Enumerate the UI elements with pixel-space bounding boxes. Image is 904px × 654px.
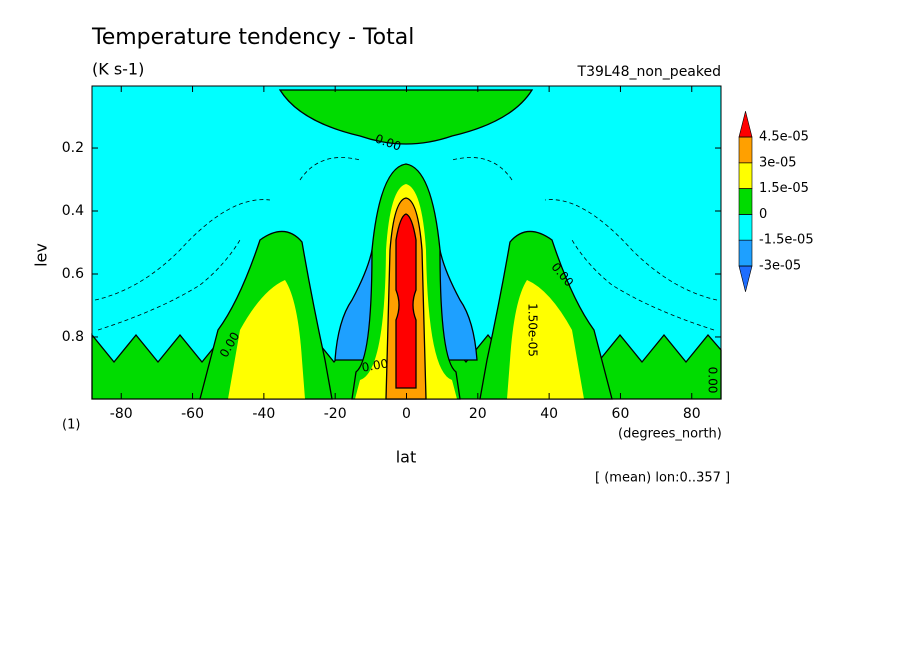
- colorbar-cell: [738, 239, 753, 267]
- colorbar-label: -3e-05: [759, 259, 801, 274]
- x-axis-label: lat: [396, 448, 417, 467]
- run-label: T39L48_non_peaked: [577, 64, 721, 80]
- colorbar-label: 1.5e-05: [759, 181, 809, 196]
- contour-line: [94, 199, 271, 301]
- colorbar-label: -1.5e-05: [759, 233, 814, 248]
- contour-fill: [278, 89, 534, 145]
- y-tick-label: 0.8: [62, 329, 84, 345]
- x-tick-label: -20: [324, 406, 347, 422]
- x-tick-label: 0: [402, 406, 411, 422]
- chart-title: Temperature tendency - Total: [91, 25, 414, 50]
- colorbar-cell: [738, 136, 753, 164]
- colorbar-label: 0: [759, 207, 767, 222]
- x-tick-label: 20: [469, 406, 487, 422]
- contour-line: [97, 239, 241, 331]
- contour-label: 1.50e-05: [526, 303, 540, 357]
- footnote: [ (mean) lon:0..357 ]: [595, 471, 730, 486]
- x-tick-label: 60: [612, 406, 630, 422]
- x-tick-label: 80: [683, 406, 701, 422]
- subtitle: (K s-1): [92, 60, 144, 79]
- contour-line: [571, 239, 715, 331]
- contour-label: 0.00: [361, 356, 390, 374]
- y-tick-label: 0.6: [62, 266, 84, 282]
- colorbar-label: 4.5e-05: [759, 130, 809, 145]
- contour-line: [544, 199, 718, 301]
- colorbar-cell: [738, 188, 753, 215]
- colorbar-cell: [738, 162, 753, 189]
- y-tick-label: 0.4: [62, 203, 84, 219]
- y-tick-label: 0.2: [62, 140, 84, 156]
- contour-label: 0.00: [706, 367, 720, 394]
- x-tick-label: -40: [252, 406, 275, 422]
- colorbar-cell: [738, 214, 753, 241]
- y-units: (1): [62, 418, 80, 433]
- x-tick-label: 40: [540, 406, 558, 422]
- x-units: (degrees_north): [618, 427, 722, 442]
- contour-fill: [228, 280, 305, 399]
- contour-fill: [507, 280, 584, 399]
- x-tick-label: -80: [110, 406, 133, 422]
- contour-fill: [395, 213, 417, 389]
- colorbar-label: 3e-05: [759, 155, 797, 170]
- y-axis-label: lev: [32, 243, 51, 267]
- x-tick-label: -60: [181, 406, 204, 422]
